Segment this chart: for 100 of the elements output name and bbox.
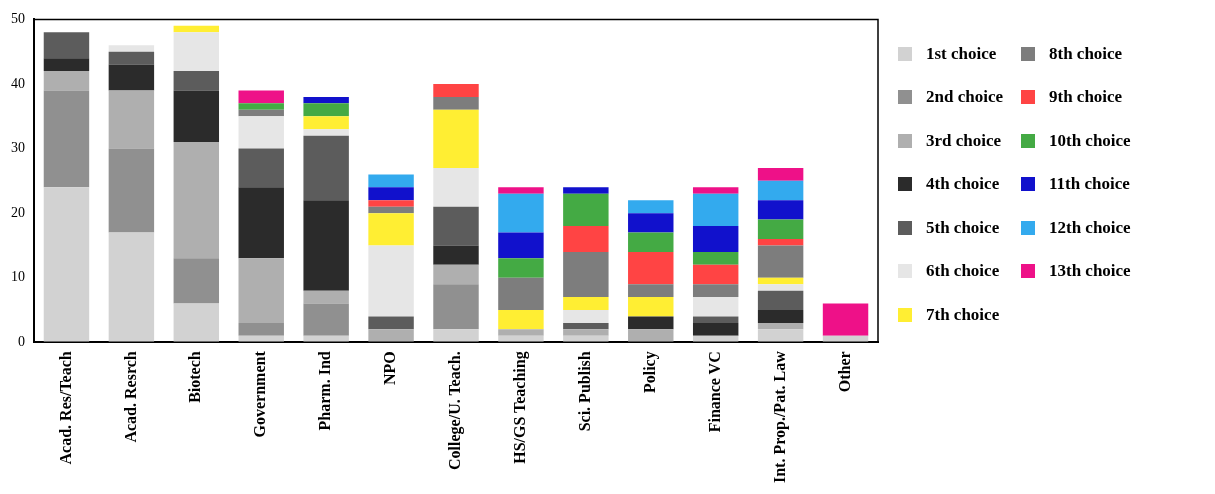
- bar: [628, 232, 674, 252]
- bar: [368, 316, 414, 330]
- bar: [433, 96, 479, 110]
- bar: [757, 329, 804, 343]
- bar: [563, 329, 609, 336]
- bar: [563, 335, 609, 343]
- legend-label: 11th choice: [1048, 174, 1130, 195]
- bar: [498, 310, 544, 330]
- x-tick-label: Finance VC: [705, 351, 723, 433]
- bar: [368, 200, 414, 207]
- x-tick-label: Government: [251, 350, 269, 438]
- x-tick-label: College/U. Teach.: [446, 351, 465, 470]
- bar: [498, 193, 544, 233]
- bar: [368, 174, 414, 188]
- bar: [303, 303, 349, 336]
- y-tick-label: 20: [11, 204, 25, 220]
- x-tick-label: Int. Prop./Pat. Law: [770, 350, 789, 484]
- bar: [757, 200, 804, 220]
- bar: [628, 284, 674, 298]
- bar: [303, 200, 349, 291]
- bar: [498, 329, 544, 336]
- bar: [173, 303, 220, 343]
- bar: [238, 258, 284, 323]
- bar: [368, 245, 414, 317]
- bar: [303, 96, 349, 104]
- bar: [692, 335, 739, 343]
- bar: [303, 129, 349, 136]
- x-tick-label: Pharm. Ind: [316, 351, 334, 431]
- legend-label: 7th choice: [926, 304, 1000, 325]
- bar: [173, 25, 220, 33]
- bar: [238, 90, 284, 104]
- bar: [238, 103, 284, 110]
- bar: [563, 251, 609, 298]
- bar: [238, 148, 284, 188]
- bar: [757, 322, 804, 330]
- y-tick-label: 50: [11, 11, 25, 27]
- legend-label: 5th choice: [926, 217, 1000, 238]
- bar: [108, 45, 155, 52]
- bar: [692, 251, 739, 265]
- bar: [303, 103, 349, 117]
- bar: [173, 142, 220, 259]
- legend-label: 13th choice: [1048, 261, 1131, 282]
- bar: [238, 335, 284, 343]
- y-tick-label: 10: [11, 269, 25, 285]
- bar: [43, 90, 90, 188]
- bar: [433, 245, 479, 265]
- bar: [498, 277, 544, 310]
- x-tick-label: Policy: [640, 351, 659, 394]
- bar: [238, 116, 284, 149]
- bar: [498, 258, 544, 278]
- bar: [563, 297, 609, 310]
- bar: [757, 245, 804, 278]
- bar: [303, 290, 349, 304]
- legend-label: 1st choice: [926, 43, 997, 64]
- legend-label: 3rd choice: [926, 130, 1002, 151]
- bar: [433, 329, 479, 343]
- bar: [433, 109, 479, 168]
- bar: [108, 90, 155, 149]
- bar: [563, 322, 609, 330]
- bar: [628, 297, 674, 317]
- bar: [628, 316, 674, 330]
- bar: [563, 310, 609, 323]
- bar: [692, 284, 739, 298]
- bar: [433, 284, 479, 330]
- bar: [368, 206, 414, 214]
- bar: [822, 303, 869, 336]
- bar: [368, 213, 414, 246]
- bar: [108, 51, 155, 65]
- bar: [433, 264, 479, 285]
- bar: [43, 58, 90, 72]
- bar: [433, 206, 479, 246]
- legend-label: 4th choice: [926, 174, 1000, 195]
- bar: [757, 284, 804, 291]
- bar: [303, 335, 349, 343]
- bar: [757, 290, 804, 310]
- bar: [173, 90, 220, 143]
- bar: [173, 32, 220, 72]
- bar: [757, 238, 804, 246]
- x-tick-label: Sci. Publish: [575, 351, 593, 432]
- bar: [563, 193, 609, 227]
- bar: [433, 83, 479, 97]
- legend-label: 8th choice: [1048, 43, 1123, 64]
- bar: [628, 200, 674, 214]
- bar: [563, 226, 609, 252]
- bar: [498, 232, 544, 259]
- bar: [368, 187, 414, 201]
- bar: [173, 258, 220, 304]
- bar: [173, 71, 220, 91]
- bar: [757, 219, 804, 239]
- legend-label: 12th choice: [1048, 217, 1131, 238]
- x-tick-label: Biotech: [186, 351, 204, 403]
- y-tick-label: 30: [11, 140, 25, 156]
- bar: [757, 277, 804, 285]
- x-tick-label: Acad. Res/Teach: [56, 351, 74, 465]
- legend-label: 6th choice: [926, 261, 1000, 282]
- bar: [498, 335, 544, 343]
- x-tick-label: Acad. Resrch: [121, 351, 139, 443]
- bar: [628, 213, 674, 233]
- bar: [108, 148, 155, 233]
- bar: [757, 180, 804, 201]
